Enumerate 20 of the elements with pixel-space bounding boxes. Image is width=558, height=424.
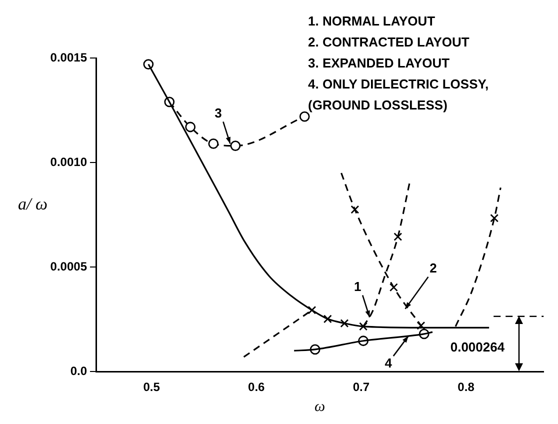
x-tick-label: 0.5 (143, 380, 160, 394)
annotation: 1 (354, 278, 362, 294)
y-tick-label: 0.0015 (50, 50, 88, 64)
text: 2. CONTRACTED LAYOUT (308, 34, 470, 50)
x-axis-title: ω (314, 398, 326, 415)
y-tick-label: 0.0010 (50, 154, 88, 169)
y-tick-label: 0.0005 (50, 259, 88, 274)
annotation: 3 (214, 105, 222, 120)
ref-line-label: 0.000264 (450, 340, 506, 355)
text: 1. NORMAL LAYOUT (308, 14, 436, 29)
y-tick-label: 0.0 (70, 364, 88, 378)
x-tick-label: 0.7 (352, 380, 370, 394)
x-tick-label: 0.6 (248, 380, 266, 394)
y-axis-title: a/ ω (18, 194, 48, 214)
annotation: 3. EXPANDED LAYOUT (308, 56, 450, 71)
annotation: 4. ONLY DIELECTRIC LOSSY, (308, 76, 489, 92)
annotation: 2 (430, 260, 437, 276)
annotation: 4 (384, 356, 393, 371)
x-tick-label: 0.8 (458, 380, 475, 394)
annotation: (GROUND LOSSLESS) (308, 98, 448, 113)
